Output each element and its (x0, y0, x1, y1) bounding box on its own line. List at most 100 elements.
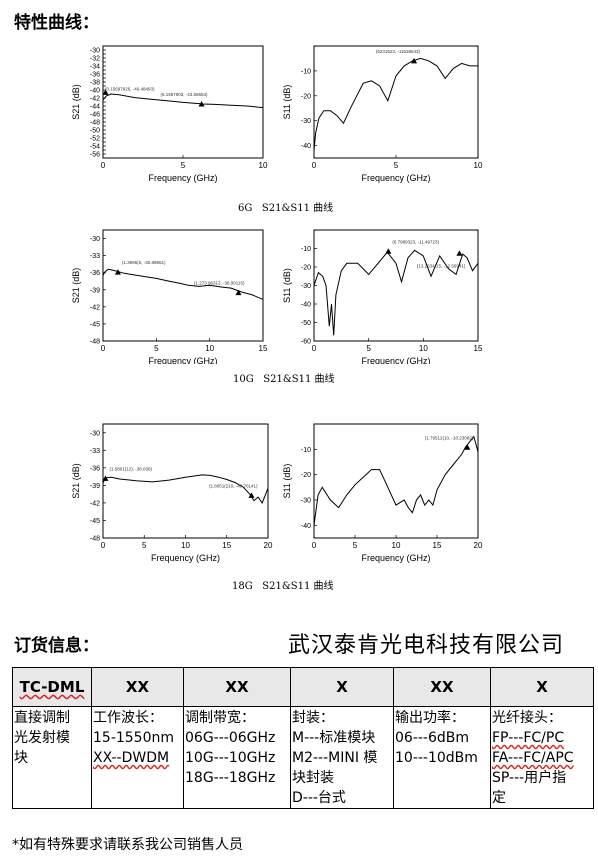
y-tick-label: -48 (90, 536, 100, 543)
series-line (313, 57, 478, 151)
y-tick-label: -40 (90, 88, 100, 95)
y-tick-label: -20 (301, 265, 311, 272)
x-tick-label: 20 (474, 541, 483, 550)
series-line (102, 268, 264, 300)
annotation-label: (1.273 96313, -38.90115) (194, 281, 245, 286)
x-tick-label: 10 (474, 161, 483, 170)
x-tick-label: 10 (205, 344, 214, 353)
text-line: 直接调制 (14, 710, 70, 726)
text-line: 输出功率： (395, 710, 465, 726)
x-tick-label: 0 (312, 344, 317, 353)
y-axis-label: S21 (dB) (71, 463, 81, 499)
cell-power: 输出功率： 06---6dBm 10---10dBm (393, 706, 491, 809)
y-tick-label: -30 (90, 48, 100, 55)
order-info-title: 订货信息： (14, 636, 99, 656)
y-tick-label: -20 (301, 93, 311, 100)
text-line: 块 (14, 750, 28, 766)
text-line: D---台式 (292, 790, 346, 806)
text-line: 06---6dBm (395, 730, 470, 746)
text-line: SP---用户指 (492, 770, 567, 786)
cell-bandwidth: 调制带宽： 06G---06GHz 10G---10GHz 18G---18GH… (183, 706, 291, 809)
y-axis-label: S11 (dB) (282, 268, 292, 303)
text-line: M---标准模块 (292, 730, 376, 746)
y-tick-label: -39 (90, 287, 100, 294)
annotation-label: (1.3995(5, -35.88551) (122, 260, 166, 265)
chart-10g-s11: -10 -20 -30 -40 -50 -600 5 10 15 Frequency (GHz) S… (282, 229, 483, 364)
x-tick-label: 5 (353, 541, 358, 550)
y-tick-label: -39 (90, 483, 100, 490)
text-line: 光纤接头： (492, 710, 562, 726)
y-axis-label: S11 (dB) (282, 85, 292, 120)
series-line (102, 93, 264, 109)
y-tick-label: -50 (301, 320, 311, 327)
y-tick-label: -32 (90, 56, 100, 63)
caption-18g: 18G S21&S11 曲线 (232, 581, 334, 592)
y-tick-label: -30 (301, 118, 311, 125)
text-line: FP---FC/PC (492, 730, 565, 746)
text-line: 06G---06GHz (185, 730, 276, 746)
marker-triangle (385, 248, 392, 254)
y-tick-label: -54 (90, 144, 100, 151)
y-tick-label: -50 (90, 128, 100, 135)
x-tick-label: 15 (433, 541, 442, 550)
cell-package: 封装： M---标准模块 M2---MINI 模 块封装 D---台式 (290, 706, 394, 809)
y-tick-label: -36 (90, 72, 100, 79)
marker-triangle (198, 101, 205, 107)
y-tick-label: -36 (90, 270, 100, 277)
y-tick-label: -52 (90, 136, 100, 143)
y-tick-label: -60 (301, 339, 311, 346)
x-axis-label: Frequency (GHz) (361, 356, 430, 364)
x-axis-label: Frequency (GHz) (151, 553, 220, 563)
y-tick-label: -40 (301, 143, 311, 150)
y-tick-label: -38 (90, 80, 100, 87)
x-tick-label: 0 (312, 541, 317, 550)
y-tick-label: -30 (90, 430, 100, 437)
x-tick-label: 0 (101, 541, 106, 550)
series-line (313, 435, 479, 526)
y-axis-label: S11 (dB) (282, 464, 292, 499)
chart-10g-s21: -30 -33 -36 -39 -42 -45 -480 5 10 15 Frequency (GH… (71, 229, 268, 364)
x-tick-label: 0 (101, 344, 106, 353)
order-header-row: TC-DML XX XX X XX X (12, 667, 594, 707)
x-tick-label: 15 (259, 344, 268, 353)
header-model: TC-DML (12, 667, 92, 707)
y-tick-label: -40 (301, 523, 311, 530)
text-line: M2---MINI 模 (292, 750, 378, 766)
y-tick-label: -42 (90, 500, 100, 507)
y-tick-label: -30 (301, 498, 311, 505)
header-wavelength: XX (91, 667, 184, 707)
y-tick-label: -10 (301, 447, 311, 454)
cell-connector: 光纤接头： FP---FC/PC FA---FC/APC SP---用户指 定 (490, 706, 594, 809)
marker-triangle (114, 269, 121, 275)
plot-frame (102, 229, 264, 342)
header-bandwidth: XX (183, 667, 291, 707)
y-axis-label: S21 (dB) (71, 84, 81, 120)
y-tick-label: -44 (90, 104, 100, 111)
annotation-label: (6.7989323, -11.49723) (392, 239, 439, 244)
chart-18g-s11: -10 -20 -30 -40 0 5 10 15 20 Frequency (GHz) S11 (… (282, 423, 483, 563)
text-line: 块封装 (292, 770, 334, 786)
y-tick-label: -34 (90, 64, 100, 71)
caption-10g: 10G S21&S11 曲线 (233, 374, 335, 385)
y-tick-label: -33 (90, 253, 100, 260)
y-tick-label: -30 (301, 283, 311, 290)
chart-6g-s11: -10 -20 -30 -40 0 5 10 Frequency (GHz) S11 (dB) (… (282, 45, 483, 183)
y-tick-label: -48 (90, 339, 100, 346)
plot-frame (102, 423, 269, 539)
marker-triangle (411, 57, 418, 64)
x-tick-label: 10 (392, 541, 401, 550)
text-line: 15-1550nm (93, 730, 175, 746)
x-tick-label: 15 (474, 344, 483, 353)
x-tick-label: 10 (259, 161, 268, 170)
x-tick-label: 10 (181, 541, 190, 550)
x-tick-label: 5 (154, 344, 159, 353)
y-tick-label: -56 (90, 152, 100, 159)
marker-triangle (464, 444, 471, 450)
text-line: 封装： (292, 710, 334, 726)
y-tick-label: -33 (90, 448, 100, 455)
annotation-label: (6231523, -11638643) (376, 49, 421, 54)
footnote: *如有特殊要求请联系我公司销售人员 (12, 837, 243, 853)
annotation-label: (0.15697926, -40.48493) (105, 86, 155, 91)
cell-model-desc: 直接调制 光发射模 块 (12, 706, 92, 809)
y-tick-label: -46 (90, 112, 100, 119)
